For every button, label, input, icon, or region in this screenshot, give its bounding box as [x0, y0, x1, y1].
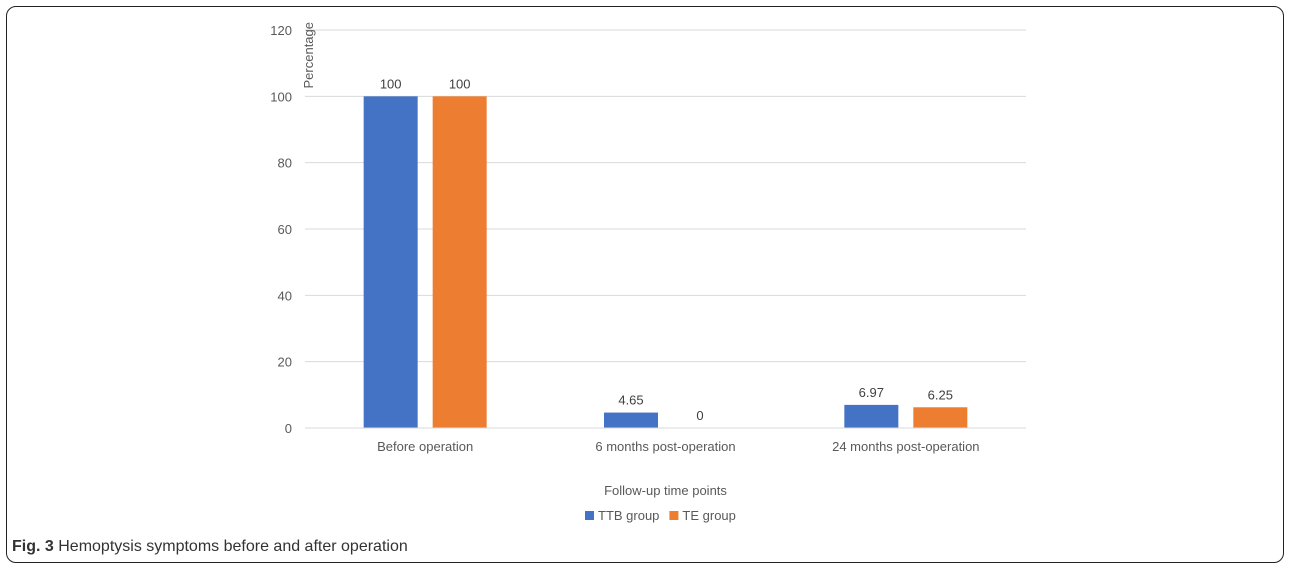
figure-caption: Fig. 3 Hemoptysis symptoms before and af…	[12, 538, 408, 556]
data-label-te-2: 6.25	[928, 387, 953, 402]
legend-swatch-ttb	[585, 511, 594, 520]
bar-te-0	[432, 96, 487, 428]
x-tick-label-2: 24 months post-operation	[832, 439, 979, 454]
y-tick-label-40: 40	[278, 288, 292, 303]
x-axis-label: Follow-up time points	[604, 483, 727, 498]
figure-frame	[6, 6, 1284, 563]
y-tick-label-120: 120	[270, 23, 292, 38]
bar-ttb-2	[844, 404, 899, 428]
data-label-te-0: 100	[449, 76, 471, 91]
y-tick-label-60: 60	[278, 222, 292, 237]
legend-label-ttb: TTB group	[598, 508, 659, 523]
bar-ttb-1	[604, 412, 658, 428]
legend-label-te: TE group	[682, 508, 735, 523]
data-label-te-1: 0	[696, 408, 703, 423]
data-label-ttb-0: 100	[380, 76, 402, 91]
bar-ttb-0	[363, 96, 418, 428]
y-tick-label-80: 80	[278, 156, 292, 171]
y-tick-label-100: 100	[270, 89, 292, 104]
x-tick-label-1: 6 months post-operation	[595, 439, 735, 454]
y-tick-label-20: 20	[278, 355, 292, 370]
legend-swatch-te	[669, 511, 679, 520]
figure-caption-text: Hemoptysis symptoms before and after ope…	[58, 538, 408, 555]
figure-label: Fig. 3	[12, 538, 54, 555]
data-label-ttb-1: 4.65	[618, 393, 643, 408]
y-axis-label: Percentage	[301, 22, 316, 89]
y-tick-label-0: 0	[285, 421, 292, 436]
data-label-ttb-2: 6.97	[859, 385, 884, 400]
bar-chart: 0 20 40 60 80 100 120 Percentage Before operatio…	[270, 22, 1026, 523]
x-tick-label-0: Before operation	[377, 439, 473, 454]
bar-te-2	[913, 407, 968, 428]
